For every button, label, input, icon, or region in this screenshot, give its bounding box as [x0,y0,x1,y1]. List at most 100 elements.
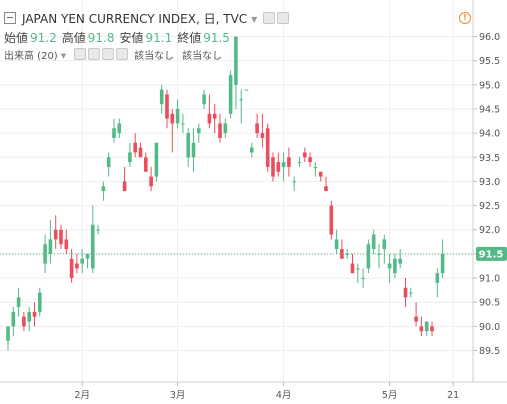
candle [106,152,111,177]
candle [191,128,196,172]
candle [276,152,281,177]
candle [244,89,249,91]
candle [419,316,424,337]
candle-body [128,152,132,163]
candle [409,287,413,298]
candle [361,268,365,288]
candle [350,253,355,274]
settings-icon[interactable] [263,12,276,24]
candle [414,302,418,327]
candle [207,94,212,129]
y-tick-label: 93.0 [479,177,500,188]
candle-body [207,113,212,124]
candle-body [75,263,79,269]
y-tick-label: 95.5 [479,56,500,67]
candle-body [313,166,318,168]
candle [80,249,84,274]
chart-title: JAPAN YEN CURRENCY INDEX, 日, TVC [22,12,248,26]
candle-body [228,75,233,114]
y-tick-label: 92.5 [479,201,500,212]
candle [398,249,402,269]
low-label: 安値 [119,31,144,45]
candle-body [250,147,254,153]
candle-body [22,316,26,327]
y-tick-label: 94.5 [479,104,500,115]
candle-body [59,229,63,245]
candle-body [276,162,281,172]
candle [149,166,153,192]
candle-body [409,292,413,294]
candle [159,84,164,114]
candle-body [181,123,185,125]
close-value: 91.5 [203,31,230,45]
candle [271,152,275,182]
candle-body [424,321,429,332]
visibility-icon[interactable] [74,48,87,60]
candle-body [340,249,344,259]
candle [318,171,323,182]
candle [16,287,21,317]
candle [281,152,286,182]
y-tick-label: 91.0 [479,274,500,285]
candle [202,89,206,109]
legend-title-row: JAPAN YEN CURRENCY INDEX, 日, TVC ▼ [4,10,290,26]
plus-icon[interactable] [102,48,115,60]
candle-body [281,162,286,167]
candle-body [138,147,143,158]
remove-icon[interactable] [116,48,129,60]
x-tick-label: 3月 [170,390,186,401]
candle [53,215,58,250]
candle-body [356,268,360,270]
candle [144,152,148,172]
candle-body [202,94,206,105]
candle-body [382,239,387,250]
chevron-down-icon[interactable]: ▼ [60,52,67,60]
candle-body [64,239,69,250]
candle-body [366,244,371,269]
candle-body [303,152,307,158]
candle-body [106,157,111,167]
candle [292,176,296,192]
remove-icon[interactable] [277,12,290,24]
candle-body [80,258,84,264]
collapse-icon[interactable] [4,12,16,24]
candle-body [324,186,328,192]
candle [303,147,307,163]
candle [435,268,440,298]
candle-body [53,229,58,240]
candle [329,200,334,240]
candle [345,249,349,259]
candle [22,311,26,332]
x-tick-label: 5月 [382,390,398,401]
open-value: 91.2 [30,31,57,45]
candle-body [69,258,74,279]
high-label: 高値 [61,31,86,45]
candle [112,118,116,143]
candle [377,244,381,269]
candle [371,229,376,254]
candle-body [287,157,291,167]
candle [430,321,434,337]
candle [197,123,201,143]
price-axis[interactable]: 89.590.090.591.091.592.092.593.093.594.0… [473,32,500,357]
candle-body [265,128,270,167]
time-axis[interactable]: 2月 3月 4月 5月 21 [74,382,459,401]
candle [440,239,445,279]
warning-circle-icon[interactable]: ! [459,12,471,24]
y-tick-label: 95.0 [479,80,500,91]
chevron-down-icon[interactable]: ▼ [251,15,258,24]
candle-body [393,258,397,274]
candle [223,118,228,138]
y-tick-label: 92.0 [479,225,500,236]
candle-body [149,176,153,187]
candle [11,307,16,337]
candle [403,278,408,308]
candle-body [11,311,16,327]
candle [186,128,190,167]
settings-icon[interactable] [88,48,101,60]
y-tick-label: 94.0 [479,129,500,140]
candle-body [223,123,228,134]
candle [287,147,291,177]
candle-body [329,205,334,235]
